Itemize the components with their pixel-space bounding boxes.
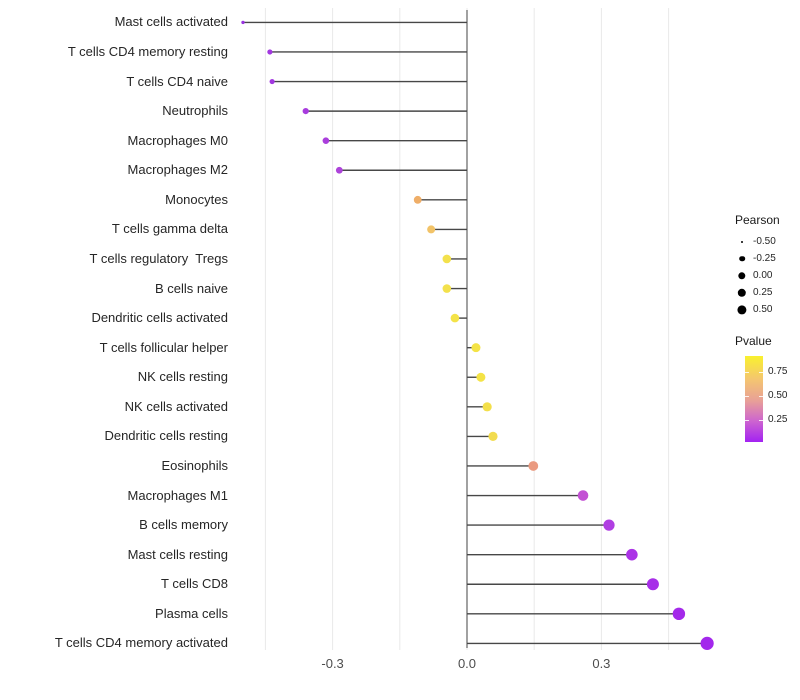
legend-gradient-tick [759, 395, 763, 397]
x-axis-tick-label: -0.3 [321, 656, 344, 671]
legend-dot-glyph [741, 240, 743, 243]
legend-gradient-label: 0.50 [768, 389, 788, 401]
pearson-size-legend: Pearson -0.50 -0.25 0.00 0.25 0.50 [731, 213, 800, 318]
lollipop-dot [646, 578, 659, 591]
y-axis-label: Macrophages M0 [127, 132, 228, 148]
legend-gradient-tick [745, 419, 749, 421]
legend-size-label: 0.50 [753, 304, 773, 315]
lollipop-dot [241, 20, 245, 25]
y-axis-label: Monocytes [165, 191, 228, 207]
pvalue-legend-bar-wrap: 0.75 0.50 0.25 [731, 356, 800, 442]
y-axis-label: Dendritic cells resting [104, 428, 228, 444]
lollipop-dot [471, 343, 481, 353]
y-axis-label: T cells CD4 naive [126, 73, 228, 89]
legend-gradient-tick [759, 419, 763, 421]
legend-gradient-label: 0.75 [768, 366, 788, 378]
legend-dot [731, 250, 753, 267]
y-axis-label: T cells CD8 [161, 576, 228, 592]
lollipop-dot [700, 636, 714, 650]
y-axis-label: T cells CD4 memory activated [54, 635, 228, 651]
lollipop-dot [442, 284, 452, 293]
lollipop-dot [267, 49, 273, 55]
legend-size-entry: -0.25 [731, 250, 800, 267]
y-axis-label: T cells CD4 memory resting [67, 43, 228, 59]
lollipop-dot [476, 372, 486, 382]
legend-gradient-tick [745, 372, 749, 374]
y-axis-label: T cells follicular helper [99, 339, 228, 355]
legend-dot-glyph [738, 271, 746, 280]
y-axis-label: NK cells activated [124, 398, 228, 414]
lollipop-dot [427, 225, 436, 234]
lollipop-dot [442, 254, 452, 264]
legend-gradient-tick [759, 372, 763, 374]
y-axis-label: Plasma cells [155, 605, 228, 621]
lollipop-dot [269, 78, 275, 85]
legend-size-entry: 0.25 [731, 284, 800, 301]
lollipop-dot [488, 431, 498, 441]
y-axis-label: Neutrophils [162, 103, 228, 119]
legend-dot [731, 301, 753, 318]
y-axis-label: Dendritic cells activated [91, 310, 228, 326]
lollipop-dot [603, 519, 615, 531]
legend-gradient-tick [745, 395, 749, 397]
legend-gradient-label: 0.25 [768, 413, 788, 425]
legend-dot-glyph [737, 288, 747, 297]
legend-gradient-bar [745, 356, 763, 442]
y-axis-label: Macrophages M2 [127, 162, 228, 178]
lollipop-dot [482, 402, 492, 412]
legend-size-entry: 0.00 [731, 267, 800, 284]
pvalue-color-legend: Pvalue 0.75 0.50 0.25 [731, 334, 800, 442]
legend-dot [731, 233, 753, 250]
y-axis-label: NK cells resting [137, 369, 228, 385]
y-axis-label: Macrophages M1 [127, 487, 228, 503]
legend-size-label: -0.50 [753, 236, 776, 247]
x-axis-tick-label: 0.3 [592, 656, 611, 671]
legend-dot [731, 267, 753, 284]
y-axis-label: T cells gamma delta [111, 221, 228, 237]
y-axis-label: B cells memory [139, 517, 228, 533]
legend-size-entry: -0.50 [731, 233, 800, 250]
y-axis-label: T cells regulatory Tregs [89, 250, 228, 266]
lollipop-dot [335, 166, 343, 174]
pvalue-legend-title: Pvalue [735, 334, 772, 348]
lollipop-dot [528, 461, 539, 471]
lollipop-dot [322, 137, 330, 144]
legend-dot-glyph [737, 304, 747, 315]
y-axis-label: Mast cells resting [127, 546, 228, 562]
legend-size-label: 0.00 [753, 270, 773, 281]
legend-dot-glyph [739, 255, 745, 262]
lollipop-dot [302, 108, 309, 115]
pearson-legend-title: Pearson [735, 213, 780, 227]
x-axis-tick-label: 0.0 [457, 656, 477, 671]
lollipop-dot [577, 490, 589, 501]
y-axis-label: Mast cells activated [114, 14, 228, 30]
legend-size-label: 0.25 [753, 287, 773, 298]
lollipop-dot [672, 607, 686, 621]
lollipop-dot [626, 548, 638, 561]
y-axis-label: Eosinophils [161, 457, 229, 473]
legend-dot [731, 284, 753, 301]
lollipop-dot [450, 313, 460, 323]
legend-size-entry: 0.50 [731, 301, 800, 318]
legend-size-label: -0.25 [753, 253, 776, 264]
pearson-legend-entries: -0.50 -0.25 0.00 0.25 0.50 [731, 233, 800, 318]
y-axis-label: B cells naive [155, 280, 228, 296]
lollipop-dot [413, 195, 422, 204]
